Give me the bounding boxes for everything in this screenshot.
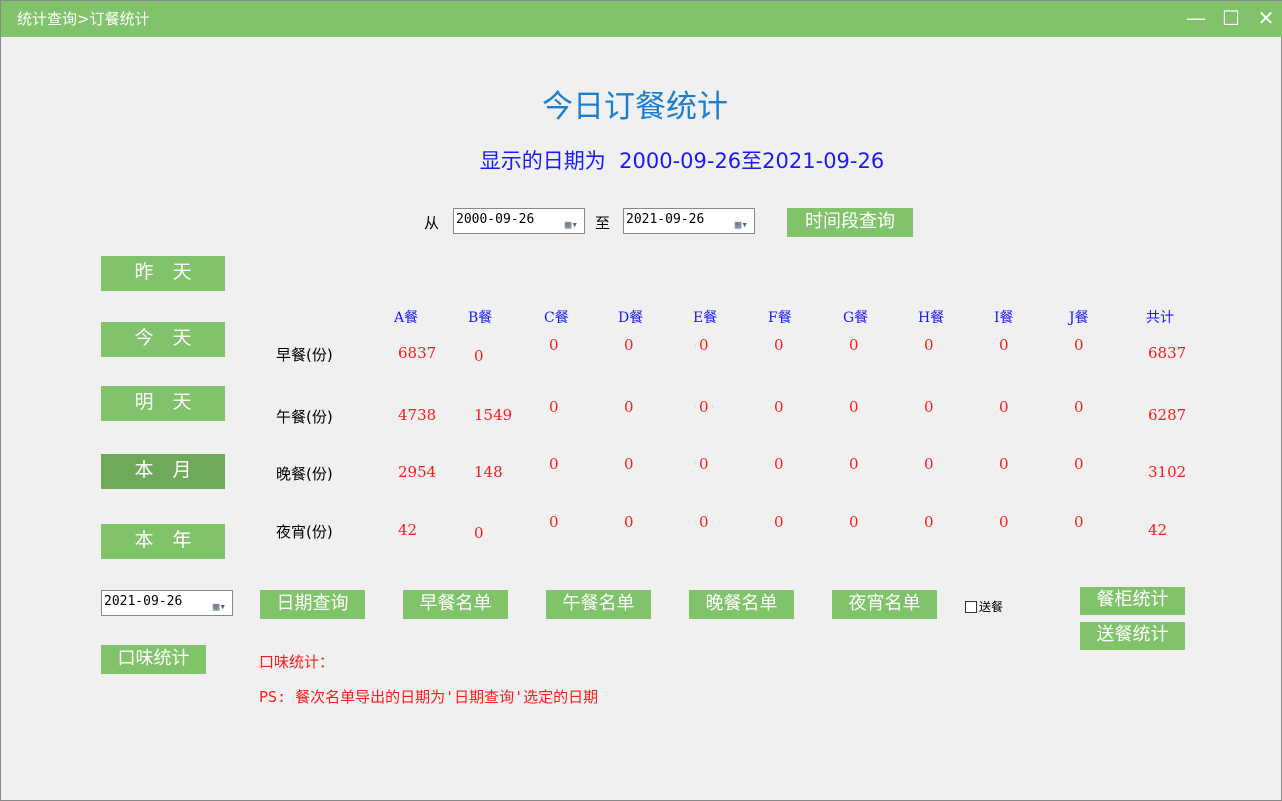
table-cell: 1549 xyxy=(474,406,513,424)
date-query-button[interactable]: 日期查询 xyxy=(260,590,365,619)
table-cell: 0 xyxy=(774,336,784,354)
table-cell: 148 xyxy=(474,463,503,481)
table-cell: 0 xyxy=(549,513,559,531)
table-cell: 0 xyxy=(999,455,1009,473)
table-cell: 6287 xyxy=(1148,406,1187,424)
table-cell: 0 xyxy=(849,513,859,531)
checkbox-box[interactable] xyxy=(965,600,977,613)
taste-stats-label: 口味统计： xyxy=(259,653,335,671)
from-date-picker[interactable]: 2000-09-26 ▦▾ xyxy=(453,208,585,234)
ps-note: PS: 餐次名单导出的日期为'日期查询'选定的日期 xyxy=(259,688,599,706)
period-query-button[interactable]: 时间段查询 xyxy=(787,208,913,237)
column-header: 共计 xyxy=(1146,310,1174,326)
period-button[interactable]: 今 天 xyxy=(101,322,225,357)
range-text: 显示的日期为 2000-09-26至2021-09-26 xyxy=(479,149,885,173)
period-button[interactable]: 明 天 xyxy=(101,386,225,421)
column-header: G餐 xyxy=(843,310,869,326)
delivery-checkbox-label: 送餐 xyxy=(979,600,1004,614)
from-date-value: 2000-09-26 xyxy=(456,212,535,227)
table-cell: 0 xyxy=(624,513,634,531)
table-cell: 0 xyxy=(624,336,634,354)
row-label: 午餐(份) xyxy=(276,408,333,426)
column-header: D餐 xyxy=(618,310,644,326)
table-cell: 0 xyxy=(1074,398,1084,416)
to-date-picker[interactable]: 2021-09-26 ▦▾ xyxy=(623,208,755,234)
table-cell: 0 xyxy=(774,513,784,531)
minimize-button[interactable]: — xyxy=(1186,6,1206,30)
close-button[interactable]: ✕ xyxy=(1257,6,1275,30)
table-cell: 0 xyxy=(1074,455,1084,473)
lunch-list-button[interactable]: 午餐名单 xyxy=(546,590,651,619)
delivery-checkbox[interactable]: 送餐 xyxy=(965,598,1003,615)
table-cell: 0 xyxy=(474,347,484,365)
period-button[interactable]: 昨 天 xyxy=(101,256,225,291)
table-cell: 0 xyxy=(699,398,709,416)
table-cell: 0 xyxy=(549,336,559,354)
table-cell: 0 xyxy=(549,455,559,473)
column-header: F餐 xyxy=(768,310,792,326)
table-cell: 4738 xyxy=(398,406,437,424)
column-header: A餐 xyxy=(394,310,419,326)
table-cell: 0 xyxy=(999,513,1009,531)
table-cell: 0 xyxy=(624,455,634,473)
taste-stats-button[interactable]: 口味统计 xyxy=(101,645,206,674)
table-cell: 0 xyxy=(774,398,784,416)
table-cell: 0 xyxy=(849,455,859,473)
table-cell: 6837 xyxy=(1148,344,1187,362)
table-cell: 0 xyxy=(924,398,934,416)
table-cell: 42 xyxy=(398,521,418,539)
table-cell: 0 xyxy=(699,513,709,531)
table-cell: 0 xyxy=(699,336,709,354)
calendar-dropdown-icon[interactable]: ▦▾ xyxy=(734,218,748,231)
query-date-value: 2021-09-26 xyxy=(104,594,183,609)
table-cell: 0 xyxy=(1074,336,1084,354)
page-title: 今日订餐统计 xyxy=(542,89,728,125)
calendar-dropdown-icon[interactable]: ▦▾ xyxy=(564,218,578,231)
period-button[interactable]: 本 年 xyxy=(101,524,225,559)
cabinet-stats-button[interactable]: 餐柜统计 xyxy=(1080,587,1185,615)
to-date-value: 2021-09-26 xyxy=(626,212,705,227)
table-cell: 0 xyxy=(699,455,709,473)
table-cell: 0 xyxy=(924,455,934,473)
calendar-dropdown-icon[interactable]: ▦▾ xyxy=(212,600,226,613)
window-title: 统计查询>订餐统计 xyxy=(17,10,150,28)
table-cell: 3102 xyxy=(1148,463,1187,481)
delivery-stats-button[interactable]: 送餐统计 xyxy=(1080,622,1185,650)
table-cell: 0 xyxy=(924,513,934,531)
table-cell: 0 xyxy=(624,398,634,416)
column-header: J餐 xyxy=(1069,310,1089,326)
table-cell: 0 xyxy=(849,398,859,416)
from-label: 从 xyxy=(424,214,440,232)
table-cell: 0 xyxy=(774,455,784,473)
row-label: 晚餐(份) xyxy=(276,465,333,483)
table-cell: 0 xyxy=(999,398,1009,416)
table-cell: 6837 xyxy=(398,344,437,362)
table-cell: 0 xyxy=(999,336,1009,354)
column-header: E餐 xyxy=(693,310,718,326)
breakfast-list-button[interactable]: 早餐名单 xyxy=(403,590,508,619)
row-label: 早餐(份) xyxy=(276,346,333,364)
table-cell: 0 xyxy=(474,524,484,542)
row-label: 夜宵(份) xyxy=(276,523,333,541)
title-bar: 统计查询>订餐统计 xyxy=(1,1,1282,37)
table-cell: 0 xyxy=(849,336,859,354)
to-label: 至 xyxy=(595,214,611,232)
table-cell: 0 xyxy=(549,398,559,416)
column-header: B餐 xyxy=(468,310,493,326)
dinner-list-button[interactable]: 晚餐名单 xyxy=(689,590,794,619)
table-cell: 0 xyxy=(924,336,934,354)
supper-list-button[interactable]: 夜宵名单 xyxy=(832,590,937,619)
period-button[interactable]: 本 月 xyxy=(101,454,225,489)
maximize-button[interactable]: ☐ xyxy=(1222,6,1240,30)
table-cell: 0 xyxy=(1074,513,1084,531)
column-header: H餐 xyxy=(918,310,945,326)
query-date-picker[interactable]: 2021-09-26 ▦▾ xyxy=(101,590,233,616)
table-cell: 2954 xyxy=(398,463,437,481)
column-header: C餐 xyxy=(544,310,569,326)
table-cell: 42 xyxy=(1148,521,1168,539)
column-header: I餐 xyxy=(994,310,1014,326)
